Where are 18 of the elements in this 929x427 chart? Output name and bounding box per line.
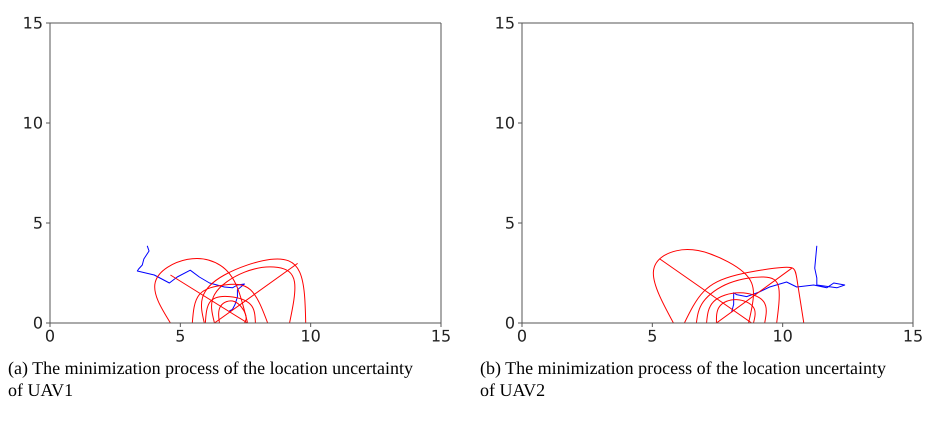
x-tick-label: 5 [647, 326, 658, 346]
y-tick-label: 10 [494, 114, 515, 133]
x-tick-label: 15 [430, 326, 452, 346]
text: (a) The minimization process of the location uncertainty of UAV1 [8, 357, 414, 401]
text: (b) The minimization process of the location uncertainty of UAV2 [480, 357, 888, 401]
y-tick-label: 15 [22, 14, 43, 33]
y-tick-label: 5 [32, 214, 43, 233]
y-tick-label: 5 [504, 214, 515, 233]
x-tick-label: 0 [44, 326, 56, 346]
x-tick-label: 15 [902, 326, 924, 346]
x-tick-label: 5 [175, 326, 186, 346]
x-tick-label: 10 [772, 326, 793, 346]
y-tick-label: 0 [32, 314, 43, 333]
y-tick-label: 15 [494, 14, 515, 33]
y-tick-label: 10 [22, 114, 43, 133]
y-tick-label: 0 [504, 314, 515, 333]
x-tick-label: 0 [516, 326, 528, 346]
x-tick-label: 10 [300, 326, 321, 346]
